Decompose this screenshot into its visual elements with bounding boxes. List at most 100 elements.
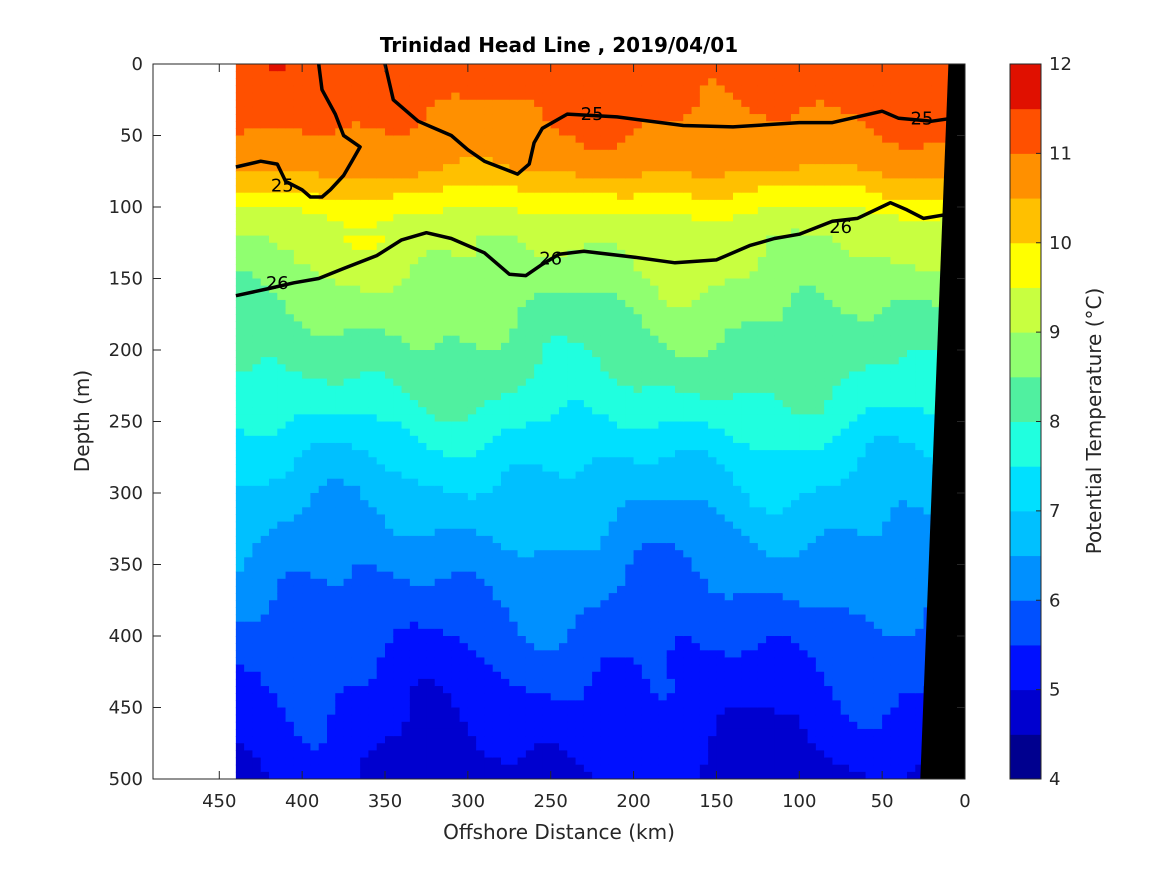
- field-cell: [443, 99, 452, 108]
- field-cell: [492, 64, 502, 72]
- field-cell: [617, 342, 626, 351]
- field-cell: [327, 543, 336, 551]
- field-cell: [302, 657, 312, 666]
- field-cell: [641, 621, 651, 630]
- field-cell: [244, 85, 254, 94]
- field-cell: [351, 435, 361, 444]
- field-cell: [600, 342, 610, 351]
- field-cell: [360, 678, 370, 687]
- field-cell: [385, 414, 394, 423]
- field-cell: [434, 450, 444, 458]
- field-cell: [318, 693, 328, 701]
- field-cell: [418, 278, 428, 287]
- field-cell: [302, 543, 312, 551]
- field-cell: [244, 78, 254, 87]
- field-cell: [310, 314, 320, 322]
- field-cell: [625, 371, 635, 380]
- field-cell: [467, 714, 477, 723]
- field-cell: [409, 242, 419, 251]
- field-cell: [583, 493, 593, 501]
- field-cell: [235, 285, 245, 294]
- field-cell: [625, 450, 635, 458]
- field-cell: [592, 636, 602, 644]
- field-cell: [235, 686, 245, 694]
- field-cell: [360, 249, 370, 258]
- field-cell: [368, 285, 378, 294]
- field-cell: [443, 650, 452, 659]
- field-cell: [418, 607, 428, 616]
- field-cell: [467, 771, 477, 779]
- field-cell: [509, 285, 519, 294]
- field-cell: [285, 500, 295, 508]
- field-cell: [608, 457, 618, 465]
- field-cell: [269, 593, 278, 601]
- field-cell: [600, 521, 610, 530]
- field-cell: [451, 471, 461, 480]
- field-cell: [360, 771, 370, 779]
- field-cell: [509, 249, 519, 258]
- field-cell: [260, 400, 270, 408]
- field-cell: [534, 178, 544, 187]
- field-cell: [401, 664, 411, 673]
- field-cell: [625, 192, 635, 201]
- field-cell: [335, 328, 345, 337]
- field-cell: [426, 164, 436, 172]
- field-cell: [293, 771, 303, 779]
- field-cell: [426, 192, 436, 201]
- field-cell: [484, 400, 494, 408]
- field-cell: [393, 314, 403, 322]
- field-cell: [244, 614, 254, 623]
- field-cell: [451, 478, 461, 487]
- field-cell: [351, 485, 361, 494]
- field-cell: [277, 328, 287, 337]
- field-cell: [517, 242, 527, 251]
- field-cell: [534, 392, 544, 401]
- field-cell: [467, 478, 477, 487]
- field-cell: [426, 628, 436, 637]
- field-cell: [608, 564, 618, 573]
- field-cell: [327, 407, 336, 415]
- field-cell: [459, 557, 469, 566]
- field-cell: [575, 228, 585, 237]
- field-cell: [426, 357, 436, 365]
- field-cell: [310, 357, 320, 365]
- field-cell: [600, 221, 610, 230]
- field-cell: [534, 757, 544, 766]
- field-cell: [443, 278, 452, 287]
- field-cell: [550, 357, 560, 365]
- field-cell: [368, 185, 378, 194]
- field-cell: [293, 593, 303, 601]
- field-cell: [393, 321, 403, 330]
- field-cell: [525, 106, 535, 115]
- field-cell: [467, 64, 477, 72]
- field-cell: [335, 185, 345, 194]
- field-cell: [641, 185, 651, 194]
- field-cell: [285, 149, 295, 158]
- field-cell: [302, 671, 312, 680]
- field-cell: [559, 578, 568, 587]
- field-cell: [269, 757, 278, 766]
- field-cell: [318, 421, 328, 430]
- field-cell: [600, 192, 610, 201]
- field-cell: [293, 614, 303, 623]
- field-cell: [244, 299, 254, 308]
- field-cell: [360, 707, 370, 716]
- field-cell: [418, 214, 428, 222]
- field-cell: [409, 478, 419, 487]
- field-cell: [302, 78, 312, 87]
- field-cell: [592, 535, 602, 544]
- field-cell: [260, 500, 270, 508]
- field-cell: [517, 199, 527, 208]
- field-cell: [252, 607, 262, 616]
- field-cell: [451, 636, 461, 644]
- field-cell: [608, 478, 618, 487]
- field-cell: [277, 92, 287, 101]
- field-cell: [376, 528, 386, 537]
- field-cell: [269, 736, 278, 744]
- field-cell: [467, 535, 477, 544]
- field-cell: [600, 714, 610, 723]
- field-cell: [360, 407, 370, 415]
- field-cell: [451, 535, 461, 544]
- field-cell: [277, 378, 287, 387]
- field-cell: [592, 121, 602, 129]
